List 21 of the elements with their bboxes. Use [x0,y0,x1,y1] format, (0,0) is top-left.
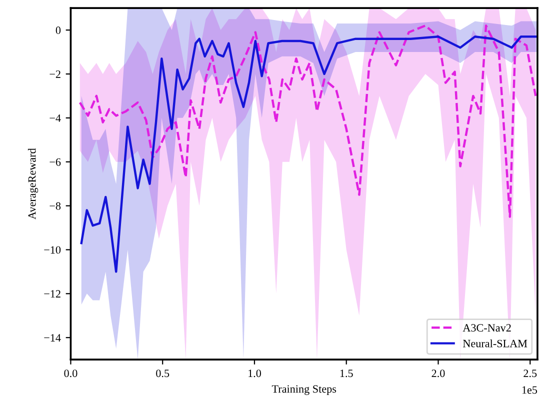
y-tick-label: −2 [50,70,60,78]
x-tick-label: 0.0 [64,370,78,378]
line-series [78,24,537,218]
y-tick-label: −10 [44,246,61,254]
legend-label: Neural-SLAM [462,339,528,348]
x-tick-label: 0.5 [156,370,170,378]
x-tick-label: 2.0 [432,370,445,378]
y-tick-label: −12 [44,290,60,298]
y-tick-label: 0 [56,26,61,34]
y-axis-title: AverageReward [28,148,38,220]
y-tick-label: −14 [44,334,61,342]
legend-label: A3C-Nav2 [462,324,511,332]
x-tick-label: 1.0 [248,370,261,378]
line-series [80,36,538,273]
x-tick-label: 1.5 [340,370,353,378]
y-tick-label: −4 [50,114,61,122]
y-tick-label: −6 [50,158,61,166]
x-tick-label: 2.5 [524,370,537,378]
x-axis-title: Training Steps [272,385,336,395]
y-tick-label: −8 [50,202,61,210]
text: 1e5 [522,386,538,394]
